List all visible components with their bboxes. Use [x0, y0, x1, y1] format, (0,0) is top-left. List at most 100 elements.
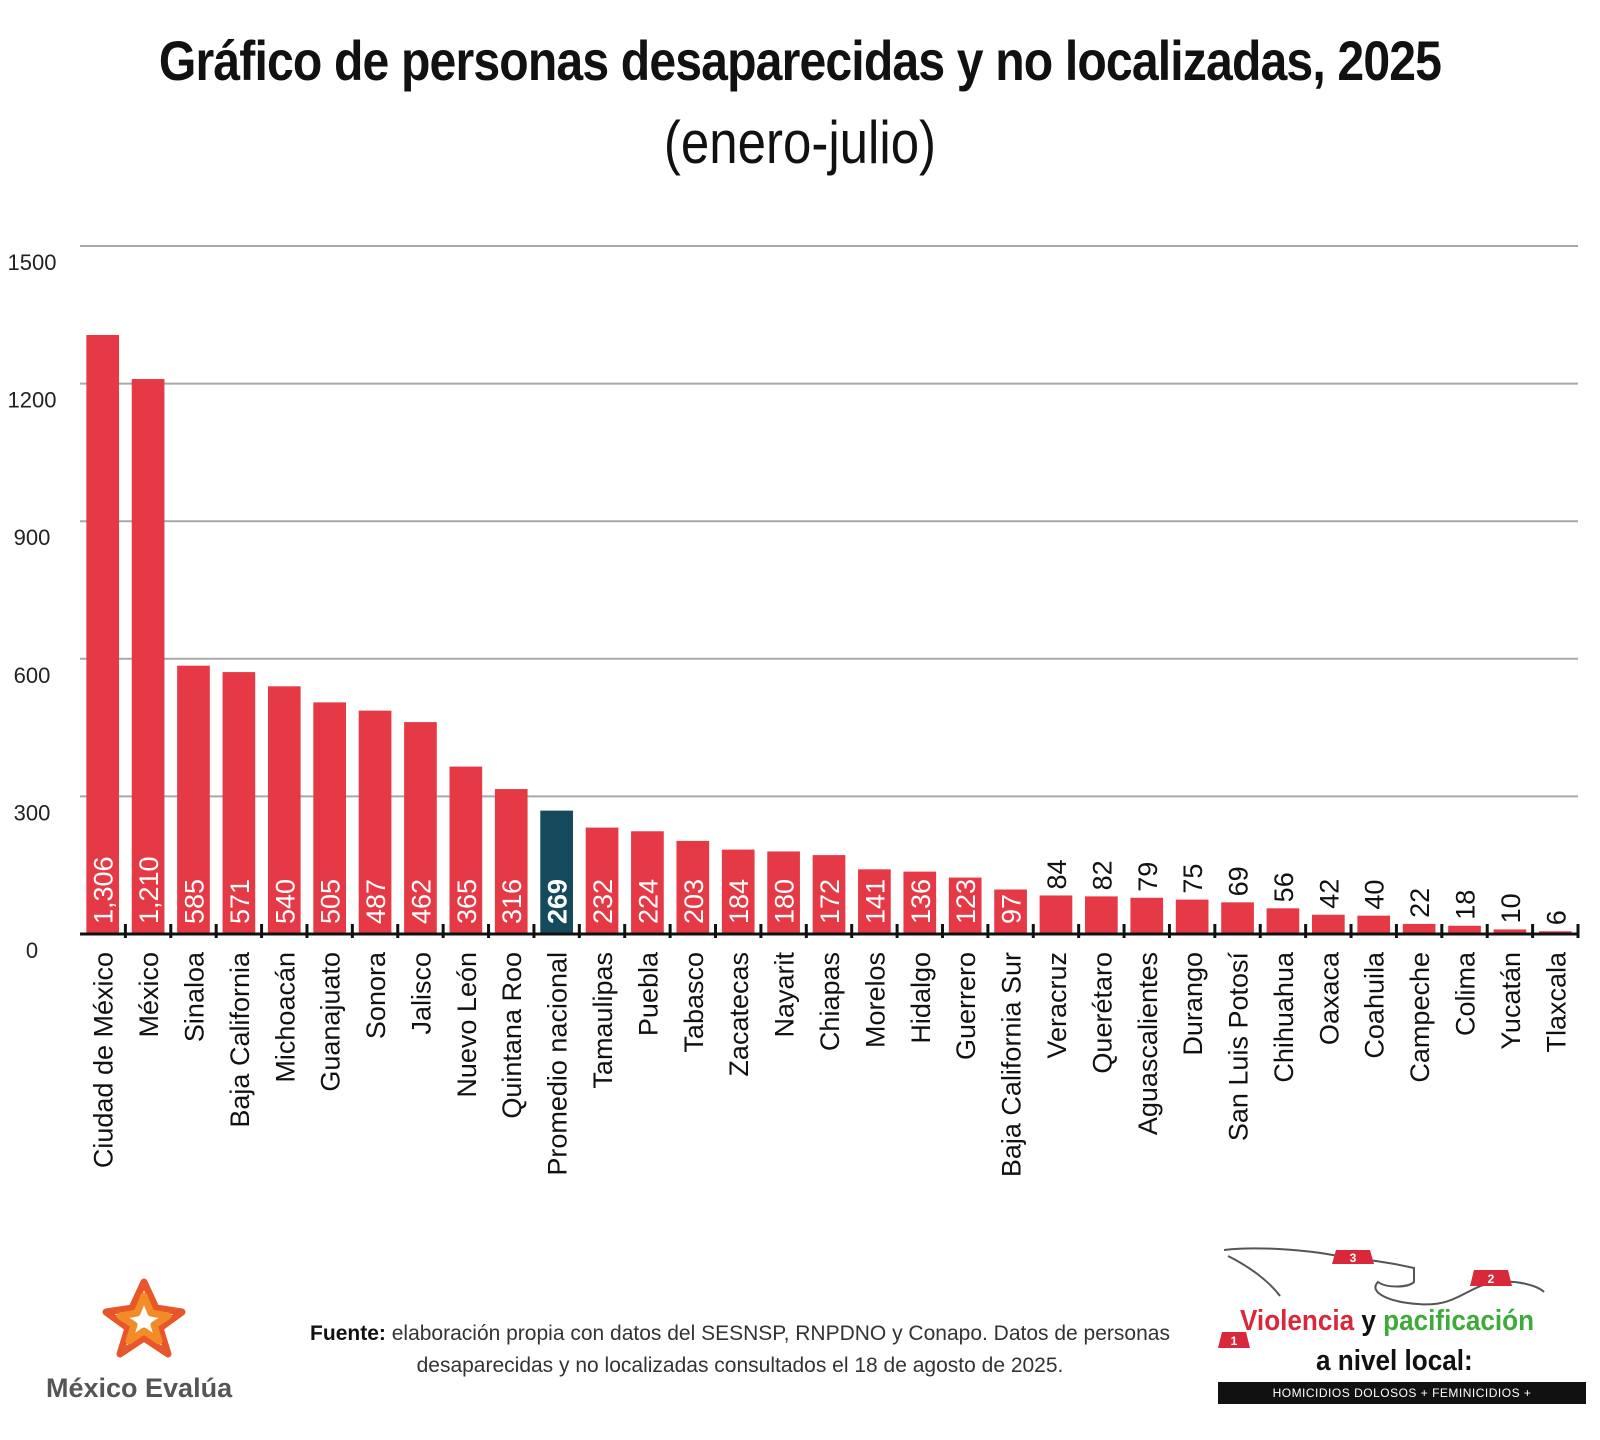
marker-2-icon: 2	[1470, 1270, 1512, 1286]
logo-text: México Evalúa	[46, 1373, 233, 1403]
bar	[903, 871, 937, 934]
category-label: Puebla	[633, 951, 663, 1036]
value-label: 224	[633, 879, 663, 924]
campaign-banner: HOMICIDIOS DOLOSOS + FEMINICIDIOS + DESA…	[1218, 1382, 1586, 1422]
value-label: 571	[225, 879, 255, 924]
category-label: Veracruz	[1042, 952, 1072, 1059]
category-label: Oaxaca	[1314, 951, 1344, 1045]
value-label: 316	[497, 879, 527, 924]
source-text: elaboración propia con datos del SESNSP,…	[391, 1322, 1170, 1377]
value-label: 269	[543, 879, 573, 924]
value-label: 97	[997, 894, 1027, 924]
bar	[313, 702, 347, 934]
category-label: Guerrero	[951, 952, 981, 1060]
value-label: 18	[1451, 890, 1481, 920]
value-label: 232	[588, 879, 618, 924]
bar-chart: 0 300 600 900 1200 1500 1,306 1,210 585 571 540 50…	[8, 245, 1580, 1177]
category-label: Sinaloa	[179, 951, 209, 1042]
value-label: 82	[1087, 860, 1117, 890]
chart-subtitle: (enero-julio)	[663, 109, 937, 176]
value-label: 1,210	[134, 856, 164, 924]
category-label: Chiapas	[815, 952, 845, 1051]
category-label: Baja California	[225, 951, 255, 1128]
bar	[222, 672, 256, 934]
value-label: 365	[452, 879, 482, 924]
bar	[858, 869, 891, 934]
value-label: 172	[815, 879, 845, 924]
category-label: Jalisco	[406, 952, 436, 1035]
svg-text:1: 1	[1231, 1334, 1238, 1348]
value-label: 79	[1133, 862, 1163, 892]
bar	[404, 722, 437, 934]
bar	[1266, 908, 1300, 934]
value-label: 75	[1178, 864, 1208, 894]
bar	[86, 334, 120, 934]
category-label: Promedio nacional	[543, 952, 573, 1176]
bar	[812, 855, 846, 934]
category-label: Guanajuato	[316, 952, 346, 1092]
y-tick-label: 900	[14, 525, 51, 550]
y-tick-label: 1200	[8, 388, 57, 413]
mexico-evalua-logo-icon	[102, 1278, 186, 1358]
value-label: 141	[860, 879, 890, 924]
category-label: Querétaro	[1087, 952, 1117, 1074]
value-labels: 1,306 1,210 585 571 540 505 487 462 365 316 269 232…	[89, 856, 1572, 925]
x-axis	[80, 924, 1580, 938]
value-label: 487	[361, 879, 391, 924]
value-label: 1,306	[89, 856, 119, 924]
category-label: Chihuahua	[1269, 951, 1299, 1083]
y-tick-label: 1500	[8, 250, 57, 275]
value-label: 69	[1224, 866, 1254, 896]
category-label: Hidalgo	[906, 952, 936, 1044]
value-label: 40	[1360, 880, 1390, 910]
value-label: 56	[1269, 872, 1299, 902]
category-label: Colima	[1451, 951, 1481, 1036]
bar	[1039, 895, 1073, 934]
campaign-word-violencia: Violencia	[1240, 1305, 1355, 1337]
grid-lines	[80, 245, 1578, 798]
category-label: Tlaxcala	[1541, 951, 1571, 1053]
bar	[267, 686, 301, 934]
bar	[676, 840, 710, 934]
bar	[767, 851, 800, 934]
category-label: Coahuila	[1360, 951, 1390, 1059]
category-label: Zacatecas	[724, 952, 754, 1077]
marker-1-icon: 1	[1218, 1332, 1250, 1348]
value-label: 462	[406, 879, 436, 924]
bar	[358, 710, 392, 934]
category-label: Campeche	[1405, 952, 1435, 1083]
category-label: Durango	[1178, 952, 1208, 1056]
value-label: 203	[679, 879, 709, 924]
bar	[1085, 896, 1118, 934]
campaign-word-pacificacion: pacificación	[1383, 1305, 1535, 1337]
value-label: 184	[724, 879, 754, 924]
bar	[449, 766, 483, 934]
bar	[494, 789, 528, 934]
svg-text:2: 2	[1488, 1272, 1495, 1286]
value-label: 10	[1496, 893, 1526, 923]
value-label: 22	[1405, 888, 1435, 918]
bar	[1357, 915, 1391, 934]
value-label: 42	[1314, 879, 1344, 909]
bar	[994, 889, 1027, 934]
category-label: San Luis Potosí	[1224, 952, 1254, 1142]
value-label: 540	[270, 879, 300, 924]
bar	[1221, 902, 1254, 934]
y-tick-label: 300	[14, 800, 51, 825]
category-label: Michoacán	[270, 952, 300, 1083]
value-label: 123	[951, 879, 981, 924]
value-label: 585	[179, 879, 209, 924]
value-label: 6	[1541, 910, 1571, 925]
campaign-subtitle: a nivel local:	[1316, 1345, 1473, 1377]
bar	[948, 877, 982, 934]
marker-3-icon: 3	[1332, 1250, 1374, 1265]
bar	[631, 831, 664, 934]
category-label: Aguascalientes	[1133, 952, 1163, 1135]
bar	[177, 665, 210, 934]
category-label: Yucatán	[1496, 952, 1526, 1050]
mexico-map-icon: 3 2 1	[1218, 1247, 1545, 1348]
bar	[540, 810, 573, 934]
bar	[131, 379, 165, 935]
category-label: Nayarit	[770, 952, 800, 1038]
bar	[721, 849, 755, 934]
